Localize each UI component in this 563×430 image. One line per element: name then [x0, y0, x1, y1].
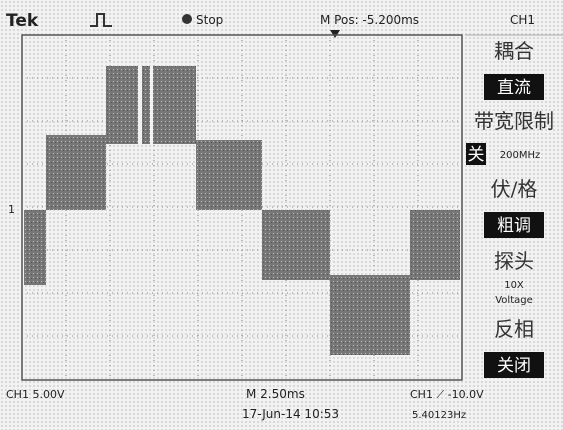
- menu-title: 反相: [494, 317, 534, 341]
- menu-note: Voltage: [495, 295, 533, 306]
- menu-value: 10X: [504, 280, 524, 291]
- channel-scale: CH1 5.00V: [6, 388, 65, 401]
- menu-note: 200MHz: [500, 150, 540, 161]
- display: Tek Stop M Pos: -5.200ms CH1 1 耦合 直流 带宽限…: [0, 0, 563, 430]
- menu-value: 直流: [497, 78, 531, 98]
- frequency: 5.40123Hz: [412, 410, 466, 421]
- trigger-icon: [90, 14, 112, 26]
- trigger-position-marker: [330, 30, 340, 38]
- channel-label: CH1: [510, 13, 535, 27]
- menu-title: 带宽限制: [474, 109, 554, 133]
- menu-value: 关闭: [497, 356, 531, 376]
- brand: Tek: [6, 11, 39, 31]
- menu-title: 探头: [494, 249, 534, 273]
- position: M Pos: -5.200ms: [320, 13, 419, 27]
- ground-marker: 1: [8, 203, 15, 216]
- menu-title: 耦合: [494, 39, 534, 63]
- menu-title: 伏/格: [491, 177, 538, 201]
- menu-value: 关: [468, 145, 485, 165]
- oscilloscope-screen: Tek Stop M Pos: -5.200ms CH1 1 耦合 直流 带宽限…: [0, 0, 563, 430]
- stop-icon: [182, 14, 192, 24]
- date-time: 17-Jun-14 10:53: [242, 407, 339, 421]
- run-status: Stop: [196, 13, 223, 27]
- trigger-level: CH1 ⟋ -10.0V: [410, 388, 484, 401]
- menu-value: 粗调: [497, 216, 531, 236]
- timebase: M 2.50ms: [246, 387, 305, 401]
